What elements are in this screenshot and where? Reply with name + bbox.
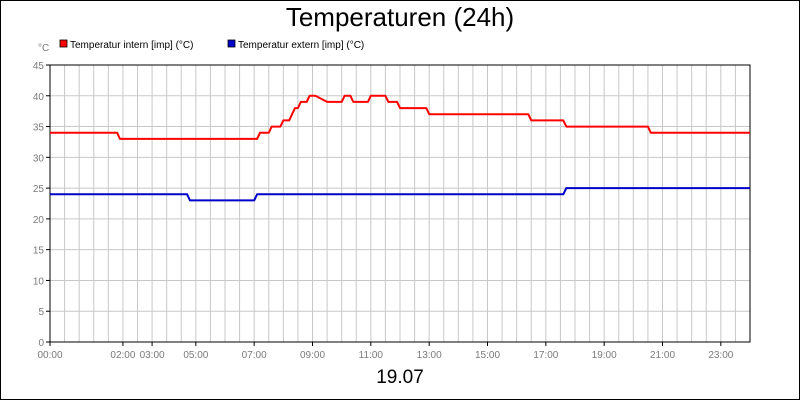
chart-title: Temperaturen (24h) — [285, 2, 515, 32]
y-tick-label: 10 — [33, 276, 45, 287]
x-tick-label: 00:00 — [37, 350, 62, 361]
x-tick-label: 07:00 — [242, 350, 267, 361]
x-tick-label: 19:00 — [592, 350, 617, 361]
y-tick-label: 45 — [33, 61, 45, 72]
y-tick-label: 0 — [38, 338, 44, 349]
grid-lines — [50, 65, 750, 342]
x-tick-label: 15:00 — [475, 350, 500, 361]
x-tick-label: 13:00 — [417, 350, 442, 361]
y-tick-label: 25 — [33, 184, 45, 195]
y-tick-label: 40 — [33, 92, 45, 103]
legend-label: Temperatur intern [imp] (°C) — [70, 40, 193, 51]
series-line — [50, 94, 750, 140]
y-tick-label: 15 — [33, 246, 45, 257]
x-tick-label: 11:00 — [359, 350, 384, 361]
series-line — [50, 187, 750, 202]
y-tick-label: 35 — [33, 123, 45, 134]
legend-swatch — [59, 39, 68, 48]
x-tick-label: 23:00 — [708, 350, 733, 361]
x-axis-ticks: 00:00 02:00 03:00 05:00 07:00 09:00 11:00 13:00… — [37, 342, 734, 361]
x-tick-label: 02:00 — [110, 350, 135, 361]
legend: Temperatur intern [imp] (°C) Temperatur e… — [59, 39, 364, 51]
x-tick-label: 03:00 — [140, 350, 165, 361]
x-tick-label: 17:00 — [533, 350, 558, 361]
x-axis-caption: 19.07 — [376, 367, 424, 388]
legend-label: Temperatur extern [imp] (°C) — [238, 40, 364, 51]
y-axis-unit: °C — [38, 43, 49, 54]
y-tick-label: 5 — [38, 307, 44, 318]
y-tick-label: 20 — [33, 215, 45, 226]
x-tick-label: 09:00 — [300, 350, 325, 361]
x-tick-label: 05:00 — [183, 350, 208, 361]
y-axis-ticks: 0 5 10 15 20 25 30 35 40 45 — [33, 61, 50, 349]
legend-swatch — [227, 39, 236, 48]
x-tick-label: 21:00 — [650, 350, 675, 361]
plot-area — [49, 64, 751, 343]
series-lines — [50, 94, 750, 202]
y-tick-label: 30 — [33, 153, 45, 164]
